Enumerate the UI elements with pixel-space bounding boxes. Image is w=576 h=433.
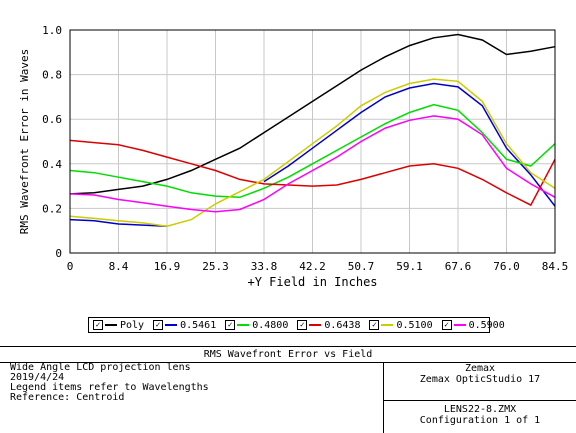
date-text: 2019/4/24: [10, 372, 65, 383]
checkbox-icon[interactable]: ✓: [369, 320, 380, 330]
vendor-name: Zemax: [464, 363, 496, 374]
plot-frame: [69, 29, 556, 254]
y-tick-label: 0.8: [42, 69, 62, 82]
x-tick-label: 0: [67, 260, 74, 273]
configuration-text: Configuration 1 of 1: [419, 415, 541, 426]
legend-label: 0.6438: [324, 319, 361, 331]
series-line-0-5461: [69, 218, 168, 227]
legend-swatch: [453, 324, 466, 326]
chart-grid: [70, 30, 555, 253]
series-line-0-5100: [69, 78, 556, 227]
y-tick-label: 0.4: [42, 158, 62, 171]
chart-legend: ✓ Poly ✓ 0.5461 ✓ 0.4800 ✓ 0.6438 ✓ 0.51…: [88, 317, 505, 333]
chart-series: [69, 33, 556, 227]
legend-item-0-6438[interactable]: ✓ 0.6438: [297, 320, 360, 331]
legend-item-0-5900[interactable]: ✓ 0.5900: [441, 319, 505, 331]
product-name: Zemax OpticStudio 17: [419, 374, 541, 385]
series-line-0-4800: [69, 103, 556, 199]
x-tick-label: 84.5: [542, 260, 569, 273]
series-line-0-5900: [69, 115, 556, 213]
info-panel: RMS Wavefront Error vs Field Wide Angle …: [0, 346, 576, 433]
y-tick-label: 0.6: [42, 113, 62, 126]
legend-item-0-5100[interactable]: ✓ 0.5100: [369, 319, 433, 331]
checkbox-icon[interactable]: ✓: [153, 320, 164, 330]
legend-label: 0.5100: [396, 319, 433, 331]
x-tick-label: 8.4: [109, 260, 129, 273]
legend-swatch: [381, 324, 394, 326]
legend-swatch: [237, 324, 250, 326]
x-tick-label: 76.0: [493, 260, 520, 273]
x-tick-label: 16.9: [154, 260, 181, 273]
checkbox-icon[interactable]: ✓: [93, 320, 103, 330]
x-tick-label: 42.2: [299, 260, 326, 273]
x-tick-label: 50.7: [348, 260, 375, 273]
software-box: Zemax Zemax OpticStudio 17 LENS22-8.ZMX …: [383, 362, 576, 433]
y-axis-label: RMS Wavefront Error in Waves: [18, 49, 31, 234]
rms-wavefront-chart: 0 8.4 16.9 25.3 33.8 42.2 50.7 59.1 67.6 76.0 84.5…: [18, 24, 568, 289]
legend-label: 0.5900: [468, 319, 505, 331]
x-tick-label: 25.3: [202, 260, 229, 273]
legend-swatch: [105, 324, 117, 326]
checkbox-icon[interactable]: ✓: [441, 320, 452, 330]
x-tick-label: 59.1: [396, 260, 423, 273]
analysis-title: RMS Wavefront Error vs Field: [0, 347, 576, 363]
reference-text: Reference: Centroid: [10, 392, 125, 403]
legend-swatch: [165, 324, 178, 326]
checkbox-icon[interactable]: ✓: [297, 320, 308, 330]
tick-labels: 0 8.4 16.9 25.3 33.8 42.2 50.7 59.1 67.6 76.0 84.5…: [42, 24, 568, 273]
y-tick-label: 0: [55, 247, 62, 260]
checkbox-icon[interactable]: ✓: [225, 320, 236, 330]
description-block: Wide Angle LCD projection lens 2019/4/24…: [10, 363, 209, 403]
legend-item-0-4800[interactable]: ✓ 0.4800: [225, 320, 288, 331]
legend-label: Poly: [120, 319, 145, 331]
legend-note: Legend items refer to Wavelengths: [10, 382, 209, 393]
x-axis-label: +Y Field in Inches: [247, 275, 377, 289]
series-line-poly: [69, 33, 556, 195]
legend-swatch: [309, 324, 322, 326]
file-block: LENS22-8.ZMX Configuration 1 of 1: [384, 402, 576, 426]
legend-item-poly[interactable]: ✓ Poly: [93, 320, 144, 331]
legend-label: 0.4800: [252, 319, 289, 331]
series-line-0-6438: [69, 139, 556, 207]
x-tick-label: 67.6: [445, 260, 472, 273]
vendor-block: Zemax Zemax OpticStudio 17: [384, 362, 576, 401]
y-tick-label: 1.0: [42, 24, 62, 37]
legend-label: 0.5461: [180, 319, 217, 331]
series-line-0-5461: [263, 82, 556, 207]
y-tick-label: 0.2: [42, 202, 62, 215]
x-tick-label: 33.8: [251, 260, 278, 273]
legend-item-0-5461[interactable]: ✓ 0.5461: [153, 320, 216, 331]
file-name: LENS22-8.ZMX: [443, 404, 517, 415]
lens-description: Wide Angle LCD projection lens: [10, 362, 191, 373]
